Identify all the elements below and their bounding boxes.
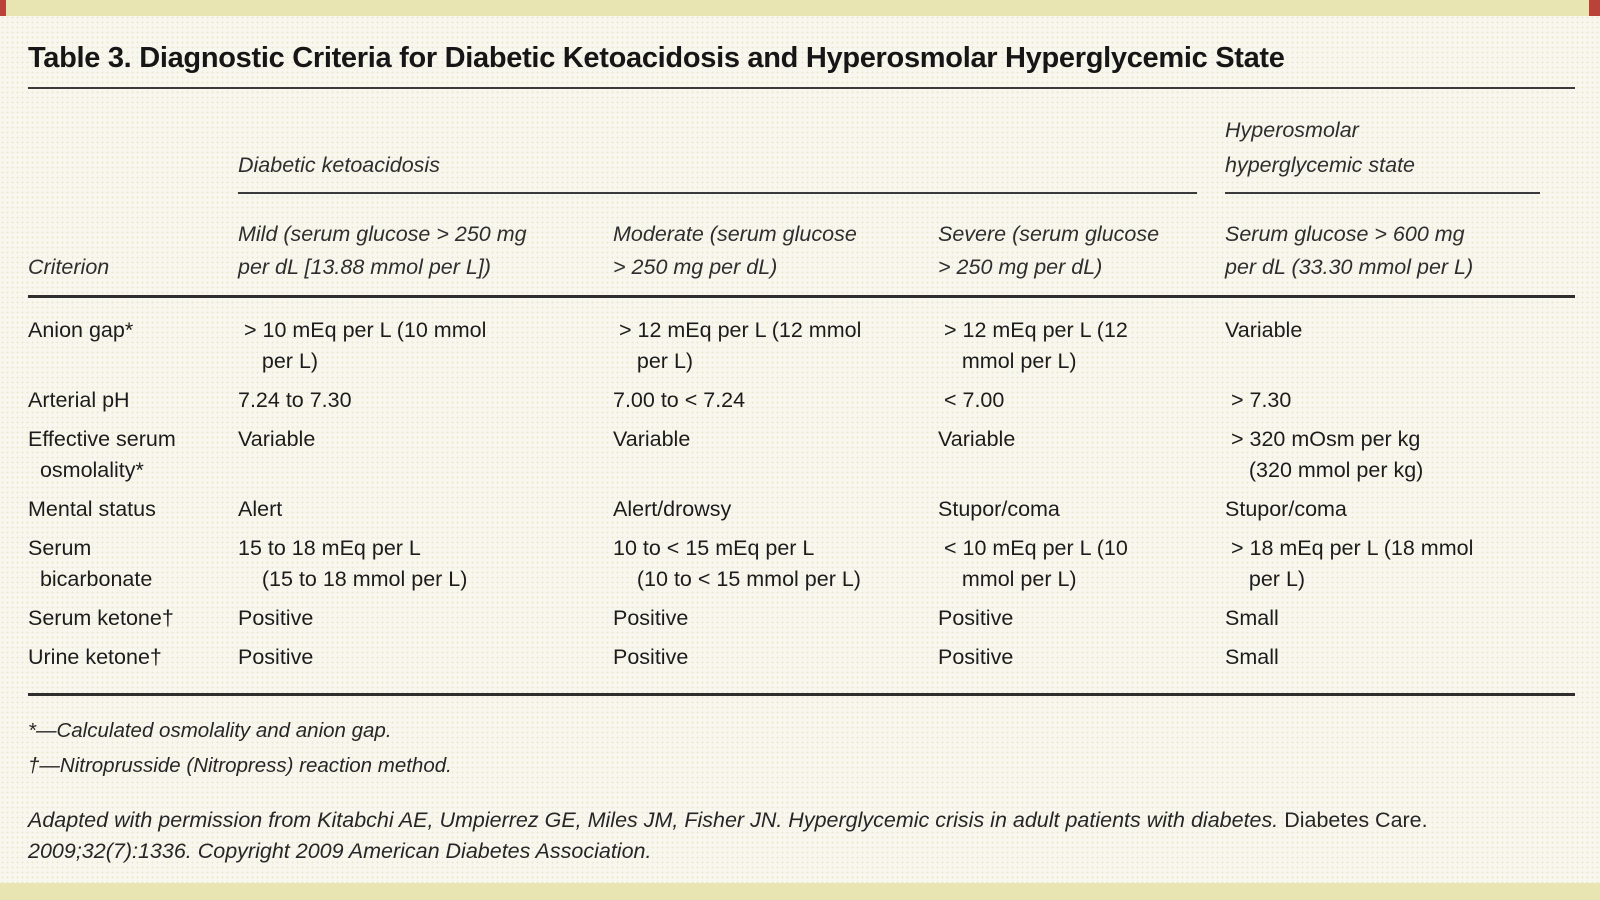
value-mild: 15 to 18 mEq per L (15 to 18 mmol per L) bbox=[238, 536, 468, 591]
criterion-label: Serum bicarbonate bbox=[28, 536, 153, 591]
value-mild: Variable bbox=[238, 427, 316, 451]
column-header-severe: Severe (serum glucose > 250 mg per dL) bbox=[938, 222, 1160, 279]
top-accent-band bbox=[0, 0, 1600, 16]
table-row-serum-bicarbonate: Serum bicarbonate 15 to 18 mEq per L (15… bbox=[28, 529, 1575, 599]
table-row-serum-ketone: Serum ketone† Positive Positive Positive… bbox=[28, 599, 1575, 638]
attribution-line-2: 2009;32(7):1336. Copyright 2009 American… bbox=[28, 839, 652, 863]
column-header-mild: Mild (serum glucose > 250 mg per dL [13.… bbox=[238, 222, 527, 279]
value-severe: > 12 mEq per L (12 mmol per L) bbox=[943, 318, 1128, 373]
attribution-note: Adapted with permission from Kitabchi AE… bbox=[28, 805, 1575, 867]
value-severe: Positive bbox=[938, 606, 1014, 630]
column-header-hhs: Serum glucose > 600 mg per dL (33.30 mmo… bbox=[1225, 222, 1474, 279]
value-severe: Stupor/coma bbox=[938, 497, 1060, 521]
criterion-label: Mental status bbox=[28, 497, 156, 521]
value-hhs: Small bbox=[1225, 606, 1279, 630]
table-body: Anion gap* > 10 mEq per L (10 mmol per L… bbox=[28, 298, 1575, 696]
top-left-red-mark bbox=[0, 0, 6, 16]
table-row-anion-gap: Anion gap* > 10 mEq per L (10 mmol per L… bbox=[28, 311, 1575, 381]
table-row-mental-status: Mental status Alert Alert/drowsy Stupor/… bbox=[28, 490, 1575, 529]
value-severe: < 7.00 bbox=[938, 388, 1005, 412]
attribution-citation-text: Adapted with permission from Kitabchi AE… bbox=[28, 808, 1279, 832]
value-mild: Positive bbox=[238, 645, 314, 669]
table-column-header-row: Criterion Mild (serum glucose > 250 mg p… bbox=[28, 194, 1575, 298]
value-mild: Positive bbox=[238, 606, 314, 630]
value-moderate: > 12 mEq per L (12 mmol per L) bbox=[618, 318, 862, 373]
value-moderate: Variable bbox=[613, 427, 691, 451]
table-footnotes: *—Calculated osmolality and anion gap. †… bbox=[28, 713, 1575, 783]
criterion-label: Arterial pH bbox=[28, 388, 130, 412]
value-moderate: 10 to < 15 mEq per L (10 to < 15 mmol pe… bbox=[613, 536, 861, 591]
value-hhs: Small bbox=[1225, 645, 1279, 669]
attribution-line-1: Adapted with permission from Kitabchi AE… bbox=[28, 805, 1575, 836]
table-row-urine-ketone: Urine ketone† Positive Positive Positive… bbox=[28, 638, 1575, 677]
table-content: Table 3. Diagnostic Criteria for Diabeti… bbox=[28, 30, 1575, 867]
table-title: Table 3. Diagnostic Criteria for Diabeti… bbox=[28, 42, 1575, 89]
column-header-criterion: Criterion bbox=[28, 255, 110, 279]
value-hhs: > 7.30 bbox=[1225, 388, 1292, 412]
criterion-label: Serum ketone† bbox=[28, 606, 174, 630]
value-moderate: Alert/drowsy bbox=[613, 497, 732, 521]
table-row-effective-serum-osmolality: Effective serum osmolality* Variable Var… bbox=[28, 420, 1575, 490]
value-severe: < 10 mEq per L (10 mmol per L) bbox=[943, 536, 1128, 591]
column-header-moderate: Moderate (serum glucose > 250 mg per dL) bbox=[613, 222, 857, 279]
value-moderate: 7.00 to < 7.24 bbox=[613, 388, 746, 412]
attribution-journal-name: Diabetes Care. bbox=[1278, 808, 1428, 832]
criterion-label: Effective serum osmolality* bbox=[28, 427, 176, 482]
table-group-header-row: Diabetic ketoacidosis Hyperosmolar hyper… bbox=[28, 89, 1575, 194]
footnote-asterisk: *—Calculated osmolality and anion gap. bbox=[28, 719, 392, 742]
criterion-label: Anion gap* bbox=[28, 318, 134, 342]
bottom-accent-band bbox=[0, 883, 1600, 900]
value-mild: 7.24 to 7.30 bbox=[238, 388, 352, 412]
value-moderate: Positive bbox=[613, 606, 689, 630]
group-header-hyperosmolar-hyperglycemic-state: Hyperosmolar hyperglycemic state bbox=[1225, 89, 1540, 194]
criterion-label: Urine ketone† bbox=[28, 645, 162, 669]
value-severe: Variable bbox=[938, 427, 1016, 451]
value-mild: > 10 mEq per L (10 mmol per L) bbox=[243, 318, 487, 373]
value-hhs: Variable bbox=[1225, 318, 1303, 342]
value-hhs: Stupor/coma bbox=[1225, 497, 1347, 521]
footnote-dagger: †—Nitroprusside (Nitropress) reaction me… bbox=[28, 754, 452, 777]
top-right-red-mark bbox=[1589, 0, 1600, 16]
value-mild: Alert bbox=[238, 497, 283, 521]
value-moderate: Positive bbox=[613, 645, 689, 669]
table-row-arterial-ph: Arterial pH 7.24 to 7.30 7.00 to < 7.24 … bbox=[28, 381, 1575, 420]
value-hhs: > 320 mOsm per kg (320 mmol per kg) bbox=[1230, 427, 1424, 482]
value-severe: Positive bbox=[938, 645, 1014, 669]
group-header-diabetic-ketoacidosis: Diabetic ketoacidosis bbox=[238, 124, 1197, 194]
value-hhs: > 18 mEq per L (18 mmol per L) bbox=[1230, 536, 1474, 591]
